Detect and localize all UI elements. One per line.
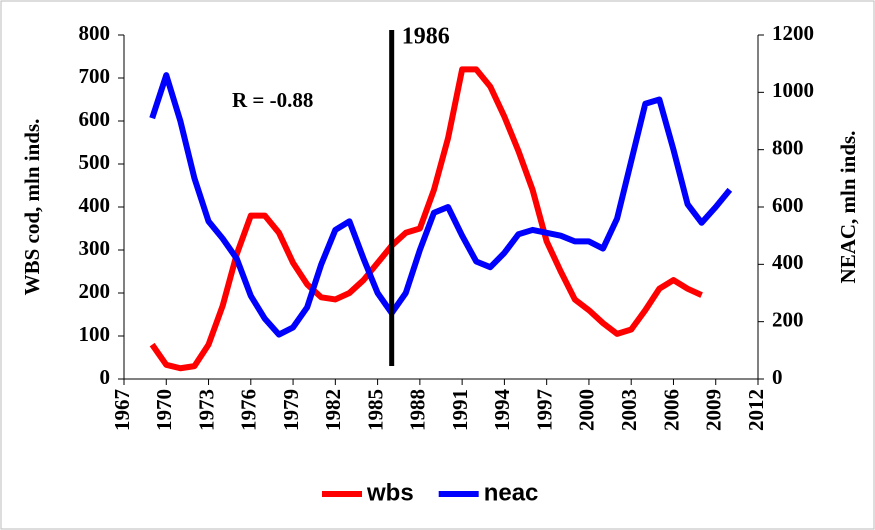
x-tick-label: 1973 [194,389,218,431]
x-tick-label: 1991 [448,389,472,431]
y2-tick-label: 800 [772,135,804,159]
x-tick-label: 1982 [321,389,345,431]
y2-tick-label: 1000 [772,78,814,102]
y-tick-label: 100 [79,322,111,346]
y2-axis-label: NEAC, mln inds. [836,131,860,284]
x-tick-label: 2003 [617,389,641,431]
x-tick-label: 1988 [406,389,430,431]
y2-tick-label: 0 [772,365,783,389]
line-series [149,72,733,338]
y2-tick-label: 1200 [772,21,814,45]
y2-tick-label: 600 [772,193,804,217]
x-tick-label: 1994 [490,389,514,432]
x-tick-label: 2012 [744,389,768,431]
x-tick-label: 1979 [279,389,303,431]
x-tick-label: 2000 [575,389,599,431]
legend-label: neac [484,479,539,506]
x-tick-label: 1967 [110,389,134,431]
y-tick-label: 0 [100,365,111,389]
legend-label: wbs [366,479,414,506]
annotation: R = -0.88 [232,88,313,112]
y-tick-label: 800 [79,21,111,45]
x-tick-label: 1985 [363,389,387,431]
y-tick-label: 500 [79,150,111,174]
vertical-marker-label: 1986 [402,24,450,50]
line-series [149,66,703,372]
y2-tick-label: 400 [772,250,804,274]
x-tick-label: 2009 [702,389,726,431]
x-tick-label: 2006 [659,389,683,431]
y-tick-label: 600 [79,107,111,131]
y-tick-label: 200 [79,279,111,303]
x-tick-label: 1976 [237,389,261,431]
x-tick-label: 1997 [532,389,556,431]
y-tick-label: 400 [79,193,111,217]
x-tick-label: 1970 [152,389,176,431]
y-axis-label: WBS cod, mln inds. [20,119,44,296]
y2-tick-label: 200 [772,307,804,331]
y-tick-label: 300 [79,236,111,260]
y-tick-label: 700 [79,64,111,88]
